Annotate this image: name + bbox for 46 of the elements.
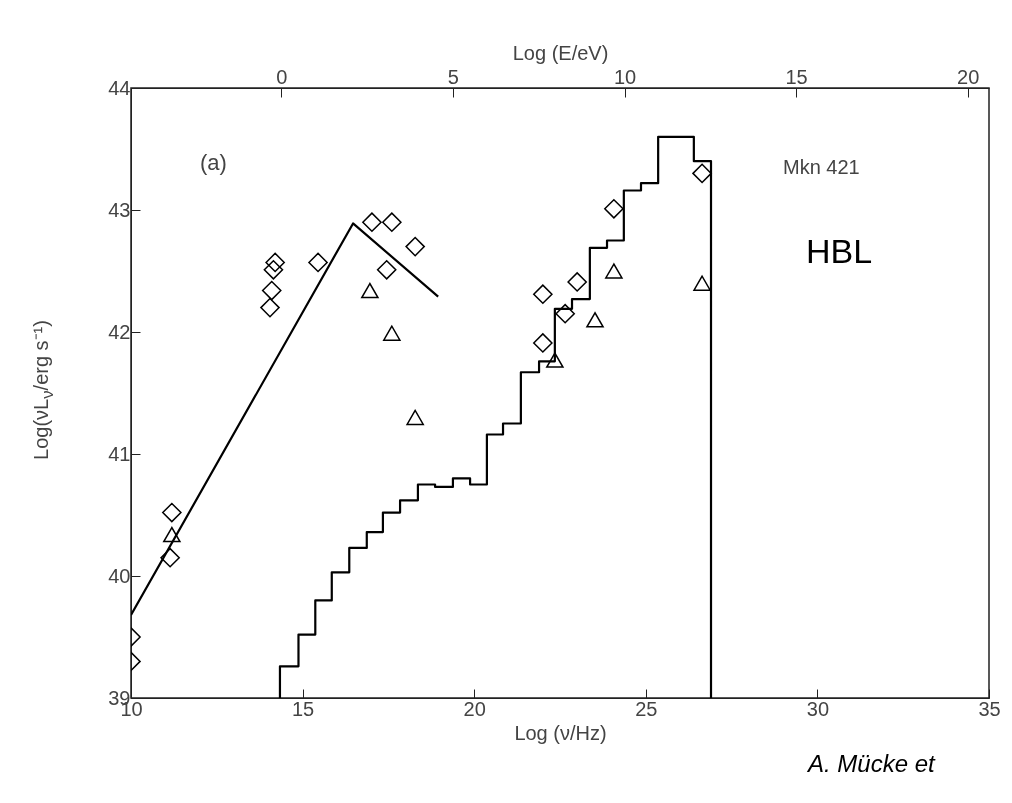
x2-tick-label: 15 — [785, 65, 808, 88]
point — [260, 297, 280, 318]
x2-tick-label: 5 — [447, 65, 459, 88]
point — [162, 502, 182, 523]
point — [406, 409, 424, 426]
point — [382, 212, 402, 233]
y-tick-label: 44 — [108, 76, 131, 99]
y-tick-label: 43 — [108, 198, 131, 221]
point — [361, 282, 379, 299]
point — [693, 275, 711, 291]
annotation: Mkn 421 — [783, 156, 860, 179]
point — [567, 272, 587, 292]
point — [586, 312, 604, 328]
x-tick-label: 20 — [463, 697, 486, 720]
x2-axis-title: Log (E/eV) — [512, 41, 609, 64]
text: A. Mücke et — [808, 750, 935, 778]
point — [163, 526, 181, 543]
point — [533, 333, 553, 353]
point — [405, 236, 425, 257]
x-tick-label: 25 — [635, 697, 658, 720]
point — [263, 259, 284, 280]
x-tick-label: 30 — [806, 697, 830, 720]
x-axis-title: Log (ν/Hz) — [514, 721, 607, 744]
point — [265, 252, 285, 273]
x2-tick-label: 0 — [276, 65, 288, 88]
x2-tick-label: 20 — [957, 65, 980, 88]
point — [604, 198, 624, 219]
point — [546, 352, 564, 368]
point — [383, 325, 401, 341]
point — [261, 280, 282, 301]
x-tick-label: 35 — [978, 697, 1001, 720]
x-tick-label: 15 — [291, 697, 315, 720]
point — [308, 252, 328, 273]
point — [533, 284, 553, 305]
y-tick-label: 42 — [108, 320, 131, 343]
point — [376, 259, 397, 280]
point — [555, 303, 575, 324]
point — [692, 163, 712, 184]
y-tick-label: 41 — [108, 442, 131, 465]
point — [160, 547, 180, 568]
annotation: HBL — [806, 232, 873, 271]
x2-tick-label: 10 — [613, 65, 637, 88]
y-tick-label: 40 — [108, 564, 131, 587]
point — [362, 212, 382, 233]
annotation: (a) — [200, 150, 227, 176]
point — [605, 263, 623, 279]
